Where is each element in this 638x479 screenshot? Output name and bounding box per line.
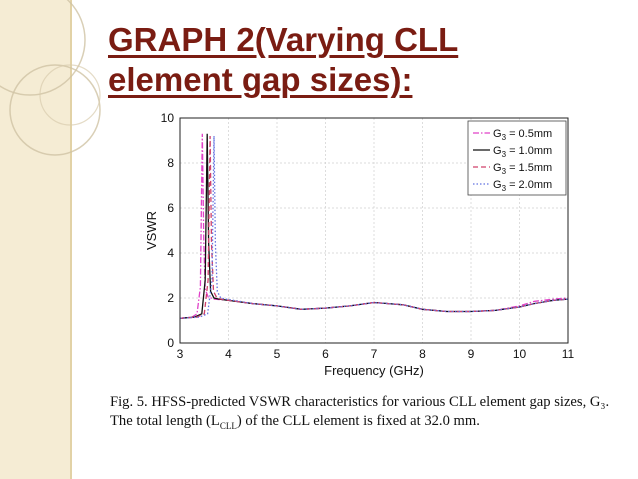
legend-label: G3 = 2.0mm [493,179,552,193]
decorative-circles [0,0,101,156]
x-tick-label: 10 [513,347,527,361]
x-tick-label: 9 [468,347,475,361]
slide-side-band [0,0,72,479]
slide-title-line-1: GRAPH 2(Varying CLL [108,21,459,58]
y-tick-label: 2 [167,291,174,305]
caption-text-end: ) of the CLL element is fixed at 32.0 mm… [236,413,480,429]
x-tick-label: 11 [562,347,575,361]
legend-box [467,120,567,196]
y-tick-label: 10 [161,111,175,125]
y-tick-label: 6 [167,201,174,215]
legend-label: G3 = 1.0mm [493,145,552,159]
y-tick-label: 8 [167,156,174,170]
x-tick-label: 5 [274,347,281,361]
vswr-chart: 3 4 5 6 7 8 9 10 11 0 2 4 6 8 10 Frequency (GHz) VSWR G3 … [144,111,575,378]
caption-label: Fig. 5. [110,394,148,410]
x-tick-label: 8 [419,347,426,361]
y-tick-label: 0 [167,336,174,350]
x-tick-label: 7 [371,347,378,361]
x-axis-label: Frequency (GHz) [324,363,424,378]
slide-title: GRAPH 2(Varying CLL element gap sizes): [108,20,528,100]
legend-label: G3 = 1.5mm [493,162,552,176]
x-tick-label: 3 [177,347,184,361]
series-line-4 [179,135,569,319]
plot-frame [179,117,569,344]
x-tick-label: 4 [225,347,232,361]
legend-label: G3 = 0.5mm [493,128,552,142]
y-axis-label: VSWR [144,211,159,250]
y-tick-label: 4 [167,246,174,260]
x-tick-label: 6 [322,347,329,361]
caption-subscript: CLL [219,420,237,431]
caption-text: HFSS-predicted VSWR characteristics for … [110,394,610,429]
slide-title-line-2: element gap sizes): [108,61,413,98]
figure-caption: Fig. 5. HFSS-predicted VSWR characterist… [110,393,620,436]
